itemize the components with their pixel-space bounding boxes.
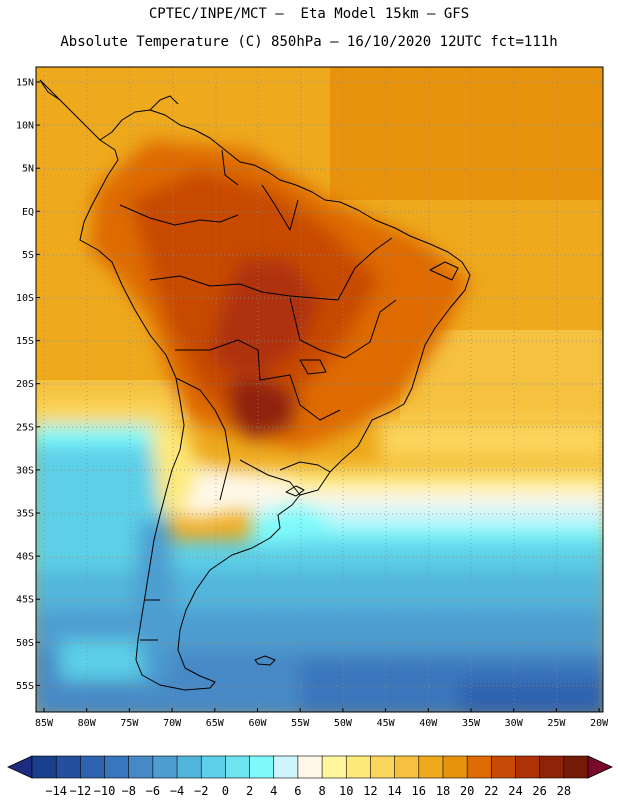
map-title-line2: Absolute Temperature (C) 850hPa — 16/10/… (60, 34, 558, 50)
colorbar-over-arrow (587, 755, 613, 779)
colorbar-swatch (370, 755, 396, 779)
colorbar-swatch (563, 755, 589, 779)
temperature-field (36, 67, 603, 712)
colorbar-swatch (394, 755, 420, 779)
colorbar-label: −2 (194, 784, 208, 798)
colorbar-label: −10 (94, 784, 116, 798)
colorbar-label: −12 (70, 784, 92, 798)
colorbar-swatch (539, 755, 565, 779)
colorbar-swatch (225, 755, 251, 779)
lat-label: 5N (22, 164, 34, 175)
lon-label: 45W (377, 718, 396, 729)
colorbar-swatch (297, 755, 323, 779)
colorbar-swatch (200, 755, 226, 779)
colorbar-label: 20 (460, 784, 474, 798)
colorbar-swatch (176, 755, 202, 779)
colorbar-swatch (31, 755, 57, 779)
colorbar-label: −4 (170, 784, 184, 798)
lat-label: 20S (16, 379, 34, 390)
colorbar-label: 6 (294, 784, 301, 798)
colorbar-swatch (152, 755, 178, 779)
colorbar-label: 8 (318, 784, 325, 798)
colorbar-swatch (418, 755, 444, 779)
colorbar-label: 4 (270, 784, 277, 798)
colorbar-under-arrow (7, 755, 33, 779)
latitude-labels: 15N 10N 5N EQ 5S 10S 15S 20S 25S 30S 35S 40S 45S 50S 5… (16, 78, 40, 692)
lat-lon-grid (36, 67, 603, 712)
lon-label: 75W (120, 718, 139, 729)
lon-label: 20W (590, 718, 609, 729)
lat-label: 25S (16, 422, 34, 433)
colorbar-swatch (345, 755, 372, 779)
colorbar-swatch (80, 755, 106, 779)
lon-label: 50W (334, 718, 353, 729)
lat-label: 55S (16, 681, 34, 692)
colorbar-swatch (273, 755, 299, 779)
lon-label: 55W (291, 718, 310, 729)
colorbar-swatch (515, 755, 541, 779)
lon-label: 85W (35, 718, 54, 729)
lat-label: 45S (16, 595, 34, 606)
colorbar-swatch (442, 755, 468, 779)
lat-label: 50S (16, 638, 34, 649)
lat-label: 10S (16, 293, 34, 304)
temperature-colorbar (7, 755, 613, 779)
map-frame (35, 66, 604, 713)
colorbar-swatch (55, 755, 81, 779)
map-title-line1: CPTEC/INPE/MCT — Eta Model 15km — GFS (148, 6, 470, 22)
colorbar-labels: −14 −12 −10 −8 −6 −4 −2 0 2 4 6 8 10 12 14 16 18 20 22 24 26… (45, 784, 571, 798)
colorbar-swatch (104, 755, 130, 779)
lat-label: 15N (16, 78, 34, 89)
lon-label: 65W (206, 718, 225, 729)
lat-label: 15S (16, 336, 34, 347)
lat-label: 40S (16, 552, 34, 563)
colorbar-label: 28 (557, 784, 571, 798)
colorbar-swatch (128, 755, 154, 779)
colorbar-label: −14 (45, 784, 67, 798)
lat-label: EQ (22, 207, 34, 218)
colorbar-label: 2 (246, 784, 253, 798)
colorbar-label: 22 (484, 784, 498, 798)
colorbar-swatch (249, 755, 275, 779)
colorbar-label: 24 (508, 784, 522, 798)
colorbar-label: 10 (339, 784, 353, 798)
colorbar-label: 14 (387, 784, 401, 798)
colorbar-swatch (466, 755, 492, 779)
colorbar-label: −8 (121, 784, 135, 798)
lon-label: 25W (547, 718, 566, 729)
lon-label: 80W (78, 718, 97, 729)
lon-label: 70W (163, 718, 182, 729)
lon-label: 40W (419, 718, 438, 729)
colorbar-label: 0 (222, 784, 229, 798)
longitude-labels: 85W 80W 75W 70W 65W 60W 55W 50W 45W 40W 35W 30W 25W 2… (35, 708, 609, 729)
colorbar-label: 26 (532, 784, 546, 798)
lat-label: 10N (16, 121, 34, 132)
lat-label: 5S (22, 250, 34, 261)
lat-label: 35S (16, 509, 34, 520)
lon-label: 60W (248, 718, 267, 729)
colorbar-label: 18 (436, 784, 450, 798)
colorbar-label: 12 (363, 784, 377, 798)
colorbar-swatch (321, 755, 347, 779)
coastline-and-borders (39, 79, 471, 691)
lon-label: 35W (462, 718, 481, 729)
lon-label: 30W (505, 718, 524, 729)
colorbar-label: −6 (146, 784, 160, 798)
colorbar-label: 16 (412, 784, 426, 798)
colorbar-swatch (491, 755, 517, 779)
lat-label: 30S (16, 465, 34, 476)
